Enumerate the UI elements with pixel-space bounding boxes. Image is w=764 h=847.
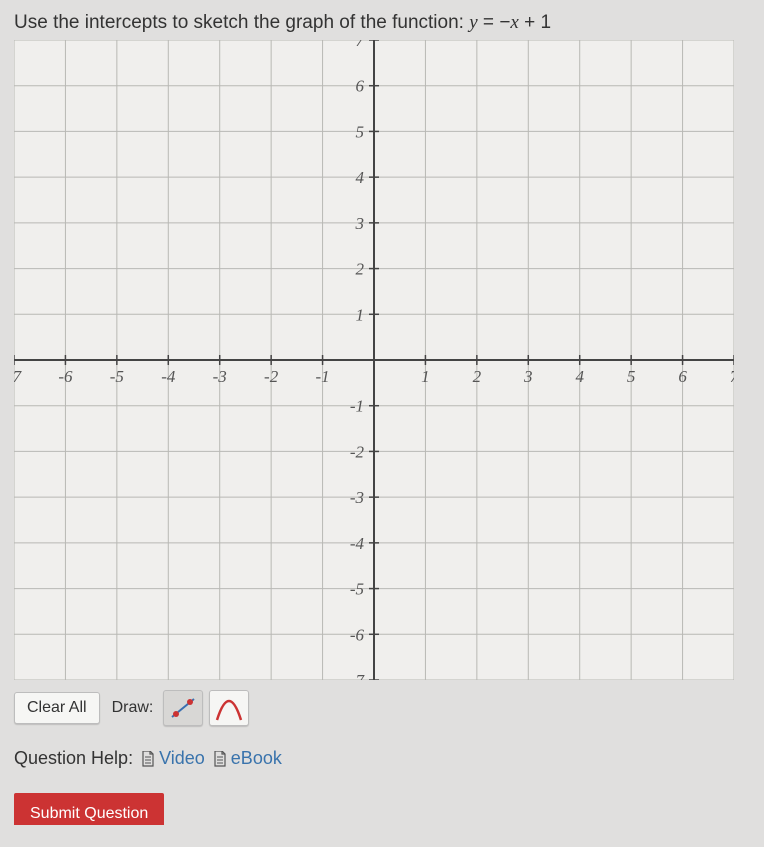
draw-toolbar: Clear All Draw: <box>14 690 750 726</box>
question-prompt: Use the intercepts to sketch the graph o… <box>14 12 750 34</box>
svg-text:-2: -2 <box>350 442 365 461</box>
svg-text:4: 4 <box>575 367 584 386</box>
svg-text:7: 7 <box>730 367 734 386</box>
svg-text:-6: -6 <box>350 625 365 644</box>
ebook-link[interactable]: eBook <box>213 748 282 769</box>
eq-var: x <box>510 12 518 33</box>
ebook-link-text: eBook <box>231 748 282 769</box>
draw-label: Draw: <box>112 699 154 717</box>
svg-text:3: 3 <box>355 214 365 233</box>
svg-text:-3: -3 <box>350 488 364 507</box>
question-help: Question Help: Video eBook <box>14 748 750 769</box>
svg-text:1: 1 <box>421 367 430 386</box>
submit-question-button[interactable]: Submit Question <box>14 793 164 825</box>
video-link[interactable]: Video <box>141 748 205 769</box>
eq-lhs: y <box>469 12 477 33</box>
eq-eq: = <box>478 12 500 33</box>
svg-text:-1: -1 <box>350 397 364 416</box>
svg-text:-5: -5 <box>110 367 124 386</box>
line-icon <box>167 694 199 722</box>
graph-canvas[interactable]: -7-6-5-4-3-2-112345677654321-1-2-3-4-5-6… <box>14 40 734 680</box>
svg-text:-4: -4 <box>161 367 176 386</box>
help-label: Question Help: <box>14 748 133 769</box>
prompt-text: Use the intercepts to sketch the graph o… <box>14 12 469 33</box>
svg-text:5: 5 <box>627 367 636 386</box>
svg-text:1: 1 <box>356 305 365 324</box>
svg-text:2: 2 <box>473 367 482 386</box>
svg-text:6: 6 <box>356 77 365 96</box>
svg-text:-5: -5 <box>350 580 364 599</box>
svg-text:3: 3 <box>523 367 533 386</box>
video-link-text: Video <box>159 748 205 769</box>
parabola-icon <box>213 694 245 722</box>
svg-text:-3: -3 <box>213 367 227 386</box>
document-icon <box>141 751 155 767</box>
svg-text:-7: -7 <box>350 671 366 680</box>
svg-text:2: 2 <box>356 260 365 279</box>
svg-text:-1: -1 <box>315 367 329 386</box>
svg-text:-2: -2 <box>264 367 279 386</box>
svg-text:-6: -6 <box>58 367 73 386</box>
parabola-tool[interactable] <box>209 690 249 726</box>
svg-text:4: 4 <box>356 168 365 187</box>
document-icon <box>213 751 227 767</box>
eq-minus: − <box>499 12 510 33</box>
line-tool[interactable] <box>163 690 203 726</box>
eq-plus: + 1 <box>519 12 551 33</box>
svg-text:6: 6 <box>678 367 687 386</box>
clear-all-button[interactable]: Clear All <box>14 692 100 724</box>
svg-text:-4: -4 <box>350 534 365 553</box>
svg-text:5: 5 <box>356 122 365 141</box>
